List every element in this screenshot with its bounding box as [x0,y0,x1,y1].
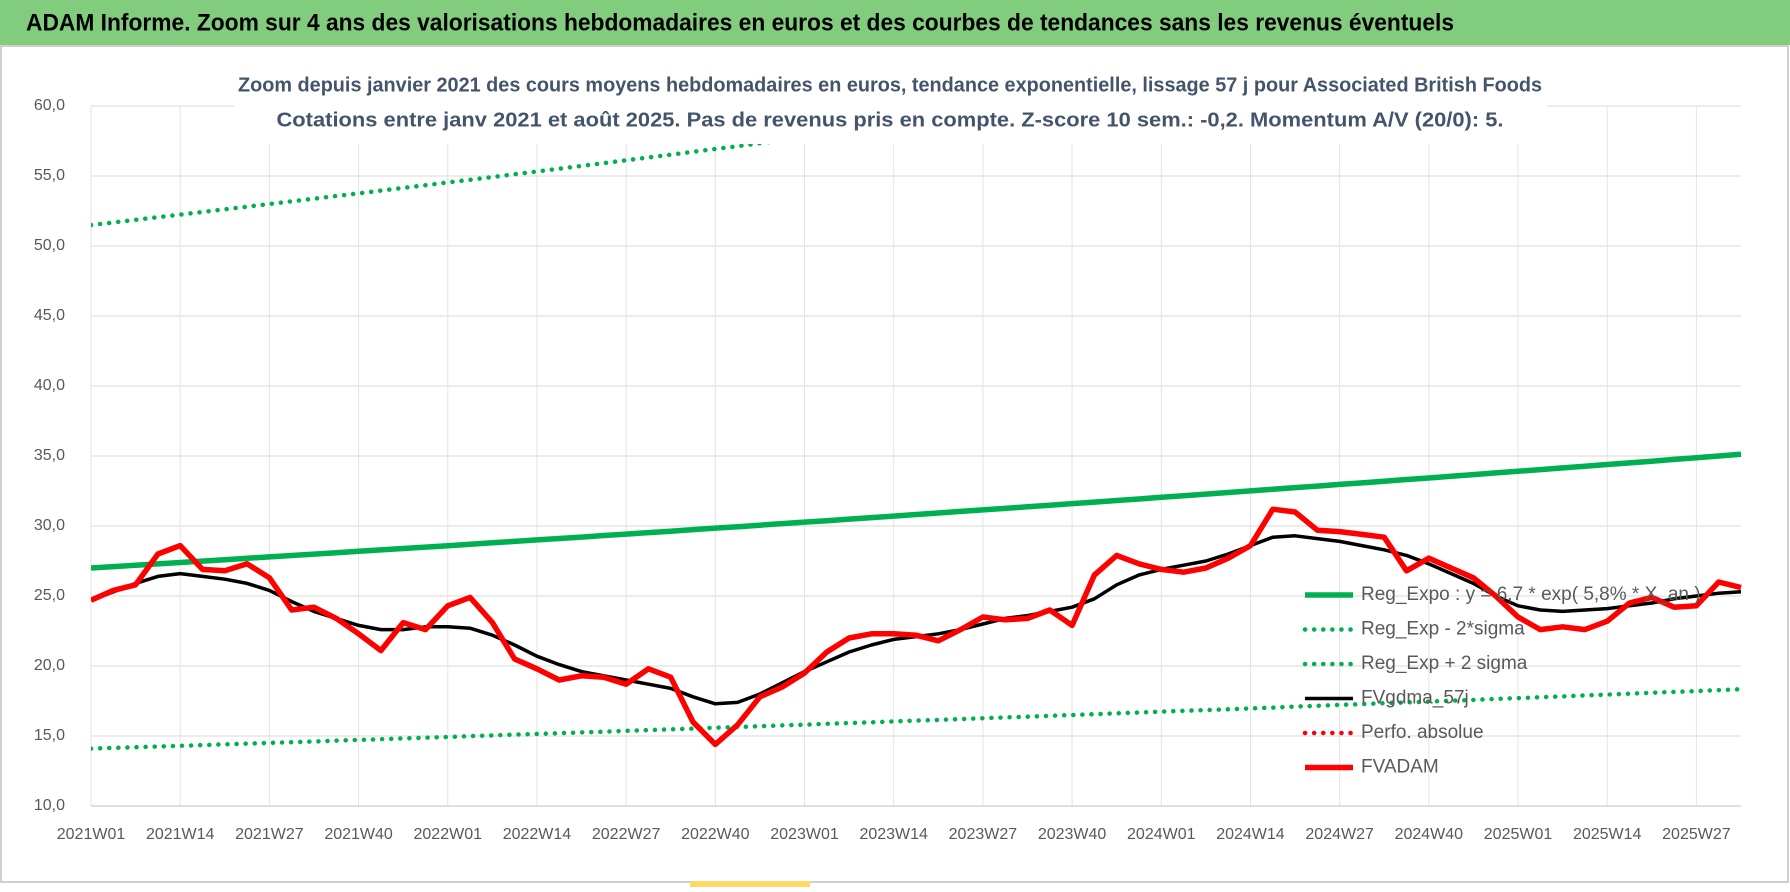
chart-subtitle: Cotations entre janv 2021 et août 2025. … [277,109,1504,131]
legend-label: Perfo. absolue [1361,722,1484,743]
y-tick-label: 15,0 [34,727,65,744]
y-tick-label: 10,0 [34,797,65,814]
x-tick-label: 2023W01 [770,826,839,843]
y-tick-label: 60,0 [34,97,65,114]
x-tick-label: 2022W40 [681,826,750,843]
y-tick-label: 30,0 [34,517,65,534]
legend-label: Reg_Exp - 2*sigma [1361,619,1525,640]
x-tick-label: 2021W01 [57,826,126,843]
x-tick-label: 2021W14 [146,826,215,843]
y-tick-label: 35,0 [34,447,65,464]
legend: Reg_Expo : y = 6,7 * exp( 5,8% * X_an ) R… [1302,584,1701,778]
series-line [91,506,1742,748]
grid: 10,0 15,0 20,0 25,0 30,0 35,0 40,0 45,0 50,0 55,0… [34,97,1741,843]
chart-title: Zoom depuis janvier 2021 des cours moyen… [238,74,1542,96]
x-tick-label: 2025W01 [1484,826,1553,843]
legend-label: Reg_Exp + 2 sigma [1361,653,1528,674]
series-line [91,451,1742,571]
x-tick-label: 2022W01 [414,826,483,843]
banner-bar [0,0,1790,45]
x-tick-label: 2025W14 [1573,826,1642,843]
x-tick-label: 2022W27 [592,826,661,843]
x-tick-label: 2024W01 [1127,826,1196,843]
y-tick-label: 55,0 [34,167,65,184]
x-tick-label: 2025W27 [1662,826,1731,843]
x-tick-label: 2021W27 [235,826,304,843]
plot-lines [91,102,1743,751]
x-tick-label: 2024W40 [1395,826,1464,843]
x-tick-label: 2023W27 [949,826,1018,843]
series-line [91,686,1743,751]
bottom-strip [690,881,810,887]
x-tick-label: 2021W40 [324,826,393,843]
legend-label: FVADAM [1361,757,1439,778]
x-tick-label: 2024W14 [1216,826,1285,843]
x-tick-label: 2023W40 [1038,826,1107,843]
overlay: Zoom depuis janvier 2021 des cours moyen… [234,70,1547,144]
banner-title: ADAM Informe. Zoom sur 4 ans des valoris… [26,9,1454,36]
title-box [234,70,1547,144]
y-tick-label: 45,0 [34,307,65,324]
y-tick-label: 20,0 [34,657,65,674]
x-tick-label: 2023W14 [859,826,928,843]
y-tick-label: 40,0 [34,377,65,394]
y-tick-label: 25,0 [34,587,65,604]
x-tick-label: 2022W14 [503,826,572,843]
x-tick-label: 2024W27 [1305,826,1374,843]
legend-label: Reg_Expo : y = 6,7 * exp( 5,8% * X_an ) [1361,584,1701,605]
legend-label: FVgdma_57j [1361,688,1469,709]
y-tick-label: 50,0 [34,237,65,254]
